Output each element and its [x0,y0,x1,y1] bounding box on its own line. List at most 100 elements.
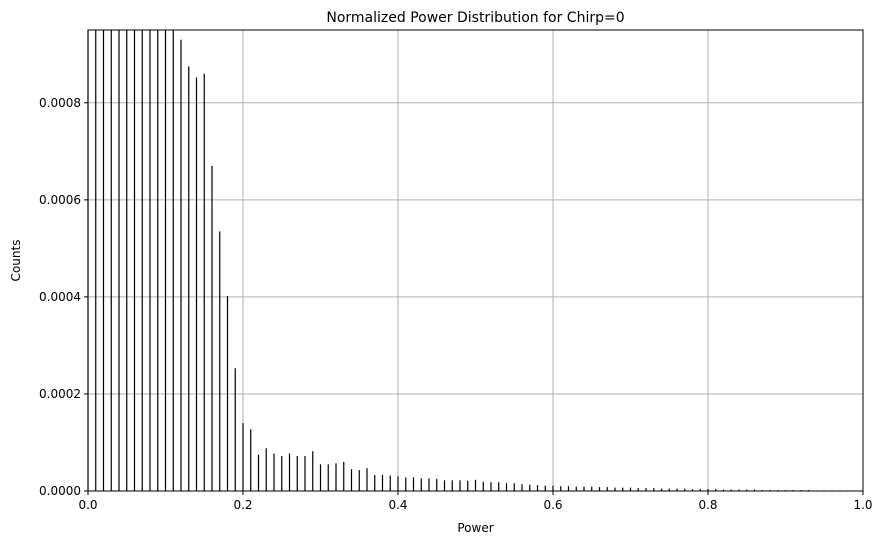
histogram-bar [552,485,554,491]
histogram-bar [498,482,500,491]
histogram-bar [288,453,291,491]
histogram-bar [738,489,740,491]
histogram-bar [242,423,244,491]
y-tick-label: 0.0002 [39,387,81,401]
histogram-bar [141,30,143,491]
histogram-bar [699,489,701,491]
histogram-bar [172,30,174,491]
histogram-bar [645,488,647,491]
histogram-bar [420,478,422,491]
histogram-bar [598,487,601,491]
histogram-bar [219,231,221,491]
histogram-bar [397,476,399,491]
histogram-bar [436,478,438,491]
histogram-bar [583,486,585,491]
histogram-bar [684,488,686,491]
histogram-bar [164,30,167,491]
histogram-bar [102,30,105,491]
histogram-bar [110,30,112,491]
histogram-bar [304,456,306,491]
histogram-bar [660,488,663,491]
histogram-bar [257,454,260,491]
histogram-bar [312,451,314,491]
histogram-bar [637,488,639,491]
histogram-bar [622,487,624,491]
histogram-bar [560,486,562,491]
histogram-bar [203,73,205,492]
histogram-bar [443,480,446,491]
histogram-bar [350,469,353,491]
histogram-bar [281,456,283,491]
histogram-bar [366,468,368,491]
histogram-bar [691,489,694,491]
histogram-bar [389,475,391,491]
histogram-bar [118,30,120,491]
histogram-bar [707,489,709,491]
x-axis-label: Power [457,521,493,535]
y-tick-label: 0.0006 [39,193,81,207]
histogram-bar [211,165,213,491]
histogram-bar [606,487,608,491]
histogram-bar [374,474,376,491]
y-tick-label: 0.0000 [39,484,81,498]
histogram-bar [335,463,337,491]
histogram-bar [715,489,717,491]
histogram-bar [467,480,469,491]
histogram-bar [319,464,322,491]
histogram-bar [412,477,415,491]
histogram-bar [567,486,570,491]
bars [87,30,856,492]
histogram-bar [722,489,725,491]
histogram-bar [273,453,275,491]
x-tick-label: 1.0 [853,498,872,512]
histogram-bar [149,30,151,491]
histogram-bar [490,482,492,491]
histogram-bar [753,489,756,491]
histogram-bar [265,448,267,491]
histogram-bar [575,486,577,491]
histogram-bar [188,66,190,491]
histogram-bar [474,479,477,491]
histogram-bar [234,368,236,491]
x-tick-label: 0.8 [698,498,717,512]
x-tick-label: 0.6 [543,498,562,512]
y-tick-label: 0.0004 [39,290,81,304]
histogram-bar [226,295,229,491]
histogram-bar [505,483,508,491]
y-tick-label: 0.0008 [39,96,81,110]
histogram-bar [614,487,616,491]
plot-frame [87,29,864,492]
histogram-bar [126,30,128,491]
histogram-bar [536,485,539,491]
x-tick-label: 0.0 [78,498,97,512]
histogram-bar [381,474,384,491]
histogram-bar [676,488,678,491]
histogram-bar [591,486,593,491]
histogram-bar [459,480,461,491]
chart-title: Normalized Power Distribution for Chirp=… [326,10,624,26]
histogram-bar [157,30,159,491]
plot-area [88,30,863,491]
histogram-bar [653,488,655,491]
histogram-bar [529,484,531,491]
x-tick-label: 0.4 [388,498,407,512]
histogram-bar [296,456,298,491]
histogram-bar [451,480,453,491]
histogram-bar [544,485,546,491]
histogram-bar [513,483,515,491]
histogram-bar [482,481,484,491]
y-axis-ticks: 0.0000 0.0002 0.0004 0.0006 0.0008 [39,96,88,498]
histogram-bar [95,30,97,491]
histogram-bar [343,461,345,491]
histogram-bar [629,487,632,491]
histogram-bar [668,488,670,491]
y-axis-label: Counts [9,240,23,282]
histogram-bar [730,489,732,491]
histogram-bar [327,464,329,491]
histogram-bar [428,478,430,491]
histogram-bar [133,30,136,491]
histogram-bar [358,470,360,491]
histogram-bar [405,477,407,491]
histogram-bar [746,489,748,491]
